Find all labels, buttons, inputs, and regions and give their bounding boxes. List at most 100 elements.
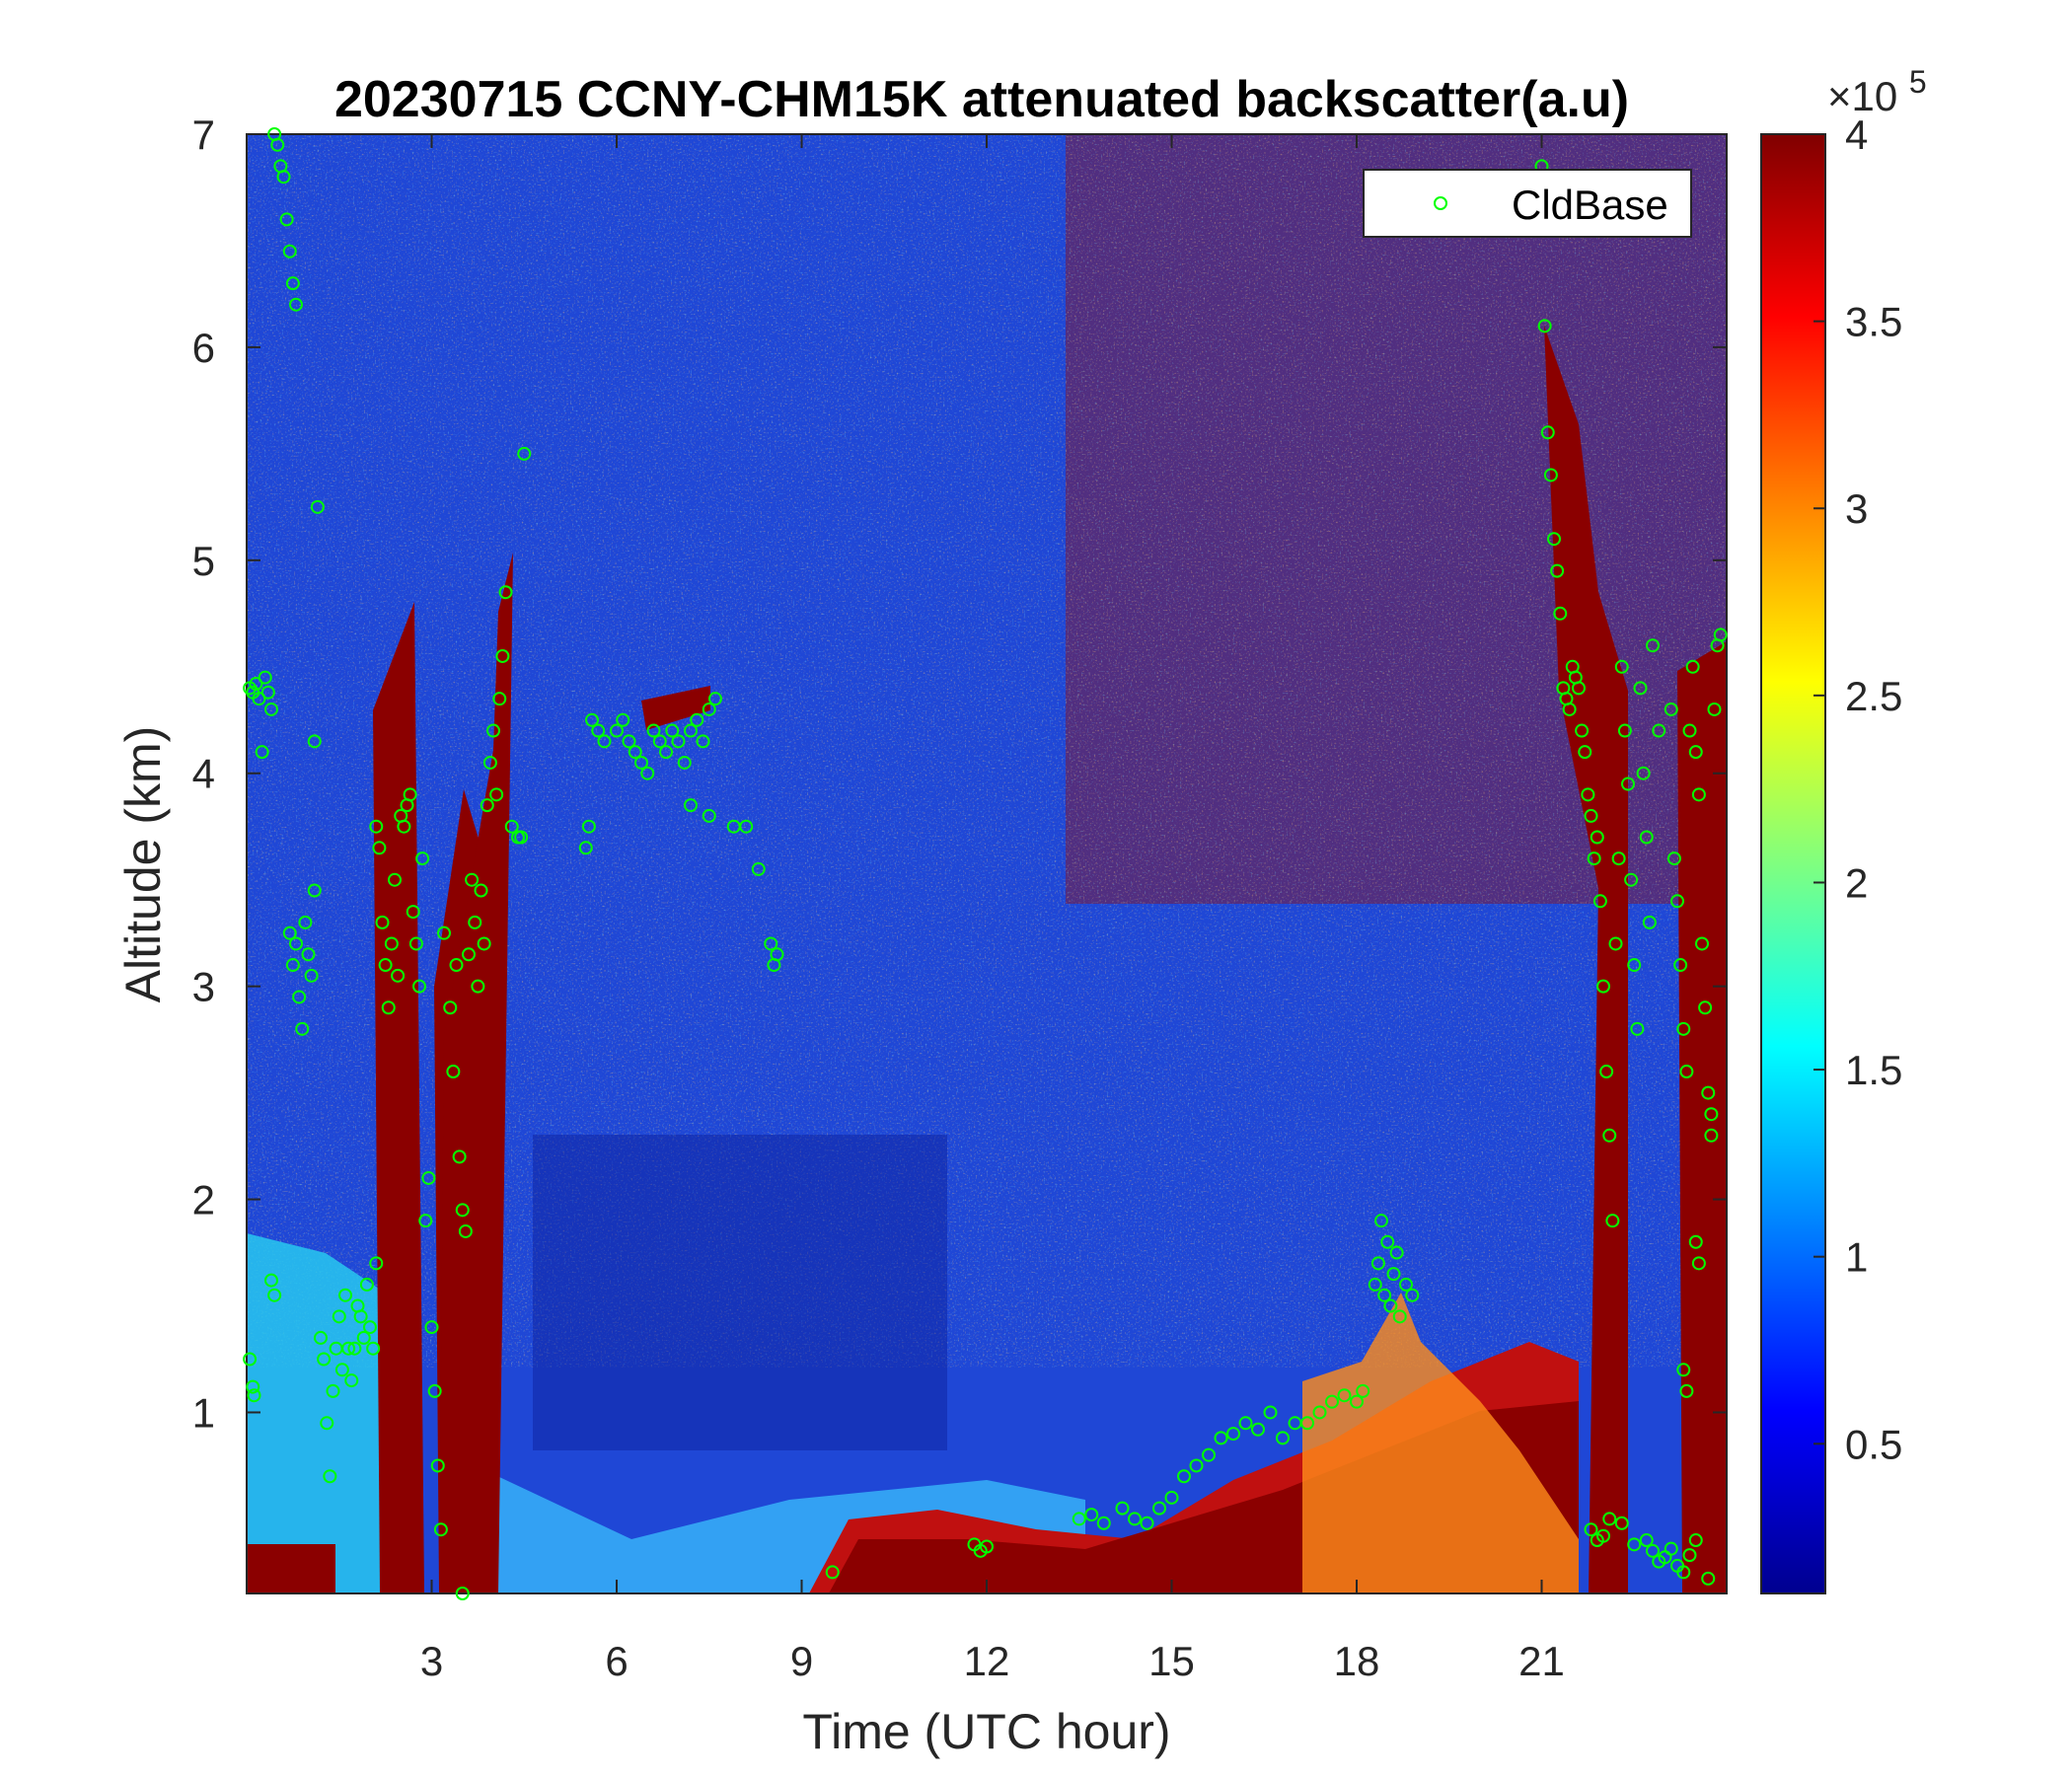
y-tick-label: 6 <box>192 325 215 371</box>
cldbase-point <box>1624 872 1639 887</box>
cldbase-point <box>270 137 285 152</box>
cldbase-point <box>415 851 430 866</box>
cldbase-point <box>477 936 491 951</box>
cldbase-point <box>1128 1512 1142 1526</box>
cldbase-point <box>684 798 698 813</box>
cldbase-point <box>295 1021 310 1036</box>
cldbase-point <box>247 1388 261 1403</box>
cldbase-point <box>455 1587 470 1600</box>
cldbase-point <box>412 979 426 994</box>
cldbase-point <box>1164 1490 1179 1505</box>
cldbase-point <box>344 1373 359 1388</box>
cldbase-point <box>408 936 423 951</box>
legend[interactable]: CldBase <box>1363 169 1692 238</box>
cldbase-point <box>334 1363 349 1377</box>
cldbase-point <box>1084 1508 1099 1522</box>
cldbase-point <box>307 734 322 749</box>
cldbase-point <box>1377 1288 1392 1302</box>
colorbar-ticks: 0.5 1 1.5 2 2.5 3 3.5 4 <box>1813 111 1902 1467</box>
cldbase-point <box>310 499 325 514</box>
cldbase-point <box>421 1170 436 1185</box>
cldbase-point <box>489 787 504 802</box>
cldbase-point <box>504 819 519 834</box>
cldbase-point <box>1676 1565 1691 1580</box>
cldbase-point <box>1627 1537 1642 1552</box>
cldbase-point <box>289 936 303 951</box>
cldbase-point <box>1592 894 1607 909</box>
cldbase-point <box>304 968 319 983</box>
cldbase-point <box>260 685 275 700</box>
cldbase-point <box>1263 1405 1278 1420</box>
cldbase-point <box>1596 1528 1610 1543</box>
cldbase-point <box>249 677 263 692</box>
cldbase-point <box>1646 1543 1660 1558</box>
x-tick-label: 9 <box>790 1638 813 1684</box>
cldbase-point <box>430 1458 445 1473</box>
cldbase-point <box>369 819 384 834</box>
cldbase-point <box>282 244 297 259</box>
cldbase-point <box>1608 936 1623 951</box>
y-tick-label: 3 <box>192 964 215 1010</box>
cldbase-point <box>1562 702 1577 716</box>
cldbase-point <box>384 936 399 951</box>
cldbase-point <box>1550 563 1565 578</box>
cldbase-point <box>427 1383 442 1398</box>
cldbase-point <box>1695 936 1709 951</box>
cldbase-point <box>1682 723 1697 738</box>
colorbar-tick-label: 2.5 <box>1845 673 1902 719</box>
cldbase-point <box>578 841 593 855</box>
cldbase-point <box>285 276 300 291</box>
cldbase-point <box>1202 1447 1216 1462</box>
y-axis-label: Altitude (km) <box>115 726 171 1003</box>
cldbase-point <box>1614 659 1629 674</box>
cldbase-point <box>366 1341 381 1356</box>
cldbase-point <box>616 712 630 727</box>
heatmap-cloud-column-right-1 <box>1544 326 1628 1593</box>
cldbase-point <box>246 1379 260 1394</box>
heatmap-dark-region <box>533 1135 947 1450</box>
y-axis-ticks: 1 2 3 4 5 6 7 <box>192 111 1727 1436</box>
colorbar-tick-label: 1.5 <box>1845 1047 1902 1093</box>
heatmap-area <box>247 134 1727 1593</box>
cldbase-point <box>1584 808 1598 823</box>
cldbase-series <box>243 127 1728 1600</box>
cldbase-point <box>465 872 480 887</box>
cldbase-point <box>1251 1422 1265 1437</box>
cldbase-point <box>356 1330 371 1345</box>
cldbase-point <box>1072 1512 1086 1526</box>
cldbase-point <box>1389 1245 1404 1260</box>
colorbar-tick-label: 1 <box>1845 1234 1868 1281</box>
colorbar: 0.5 1 1.5 2 2.5 3 3.5 4 ×10 5 <box>1760 64 1927 1594</box>
cldbase-point <box>424 1320 439 1335</box>
legend-box <box>1363 169 1692 238</box>
cldbase-point <box>1386 1267 1401 1282</box>
cldbase-point <box>684 723 698 738</box>
cldbase-point <box>1543 468 1558 482</box>
cldbase-point <box>646 723 661 738</box>
cldbase-point <box>1633 681 1648 696</box>
cldbase-point <box>702 702 716 716</box>
cldbase-point <box>1537 319 1552 333</box>
cldbase-point <box>282 925 297 940</box>
cldbase-point <box>1688 1533 1703 1548</box>
cldbase-point <box>1676 1363 1691 1377</box>
cldbase-point <box>634 755 648 770</box>
cldbase-point <box>1617 723 1632 738</box>
cldbase-point <box>397 819 411 834</box>
cldbase-point <box>1575 723 1590 738</box>
cldbase-point <box>462 947 476 962</box>
cldbase-point <box>1621 777 1635 791</box>
y-tick-label: 1 <box>192 1389 215 1436</box>
cldbase-point <box>1189 1458 1204 1473</box>
cldbase-point <box>1630 1021 1645 1036</box>
cldbase-point <box>323 1469 337 1484</box>
cldbase-point <box>652 734 667 749</box>
cldbase-point <box>1713 628 1728 642</box>
cldbase-point <box>1652 723 1666 738</box>
cldbase-point <box>1636 766 1651 780</box>
cldbase-point <box>702 808 716 823</box>
cldbase-point <box>285 958 300 973</box>
cldbase-point <box>403 787 417 802</box>
cldbase-point <box>1380 1234 1395 1249</box>
cldbase-point <box>1374 1214 1388 1228</box>
